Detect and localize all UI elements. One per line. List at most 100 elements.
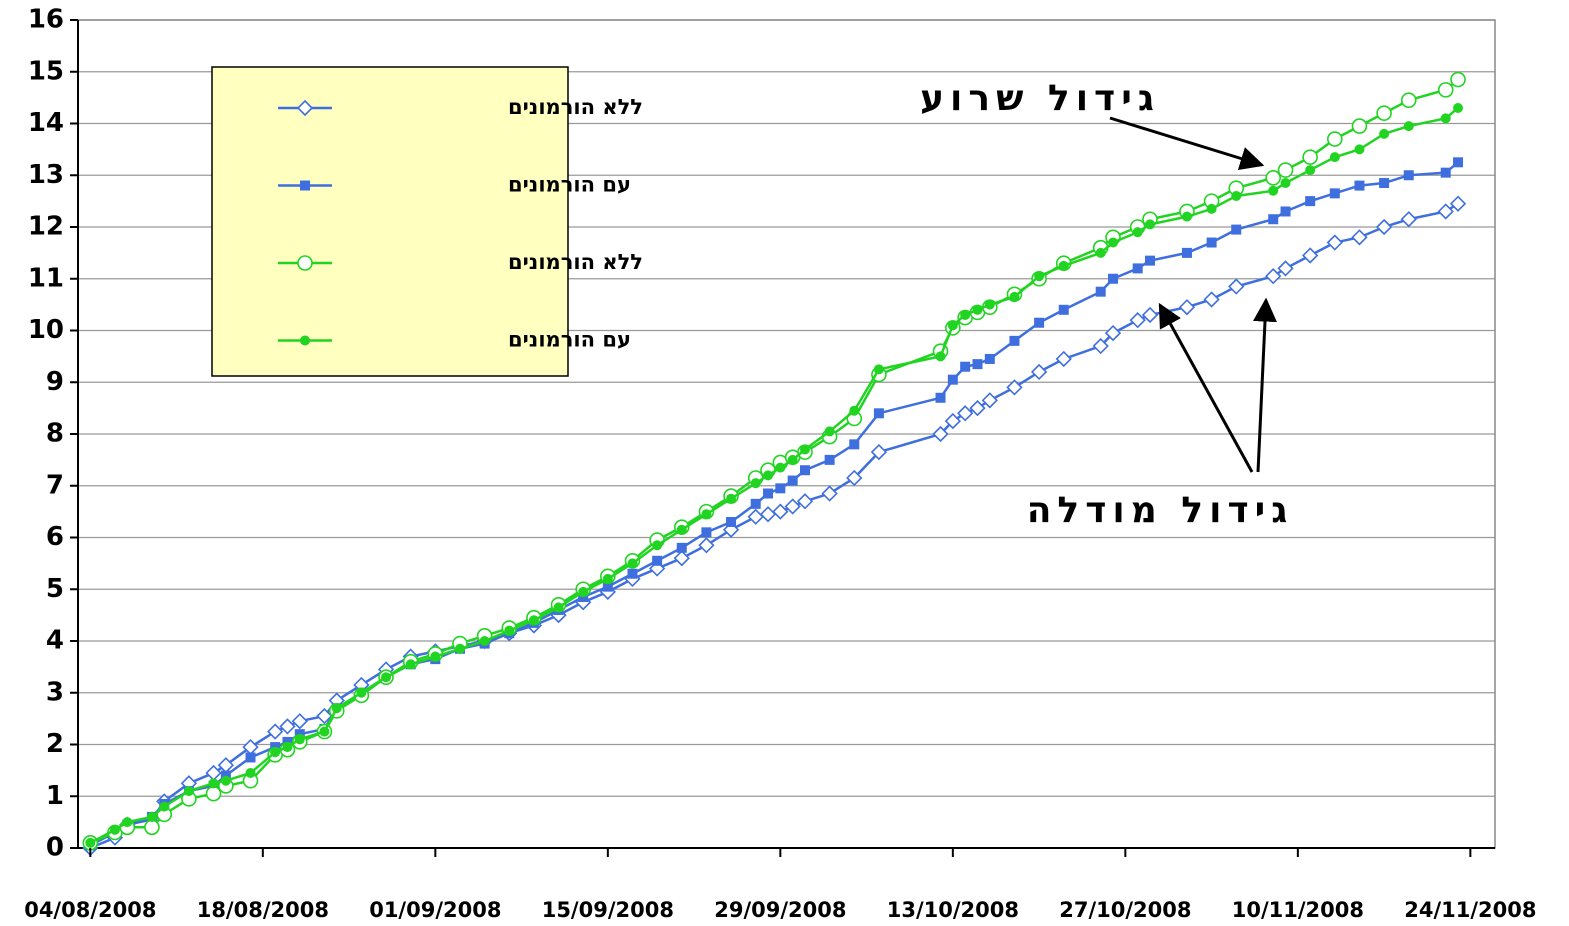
x-tick-label: 24/11/2008 <box>1404 898 1536 922</box>
marker <box>652 540 663 551</box>
marker <box>1129 312 1146 329</box>
marker <box>405 659 416 670</box>
marker <box>701 527 712 538</box>
marker <box>1030 363 1048 381</box>
marker <box>1265 170 1282 186</box>
marker <box>1058 260 1069 271</box>
y-tick-label: 15 <box>28 56 64 86</box>
marker <box>763 470 774 481</box>
arrow <box>1253 297 1277 473</box>
marker <box>1108 273 1119 284</box>
marker <box>1095 286 1106 297</box>
marker <box>144 819 160 836</box>
marker <box>205 785 222 802</box>
y-tick-label: 0 <box>46 833 64 863</box>
y-tick-label: 10 <box>28 315 64 345</box>
marker <box>282 742 293 753</box>
arrow <box>1109 116 1265 171</box>
marker <box>1277 162 1294 178</box>
marker <box>824 426 835 437</box>
y-tick-label: 12 <box>28 212 64 242</box>
marker <box>627 568 638 579</box>
marker <box>1206 237 1217 248</box>
marker <box>870 443 888 461</box>
marker <box>208 778 219 789</box>
marker <box>935 351 946 362</box>
marker <box>205 764 222 782</box>
y-tick-label: 5 <box>46 574 64 604</box>
marker <box>698 537 715 554</box>
marker <box>984 299 995 310</box>
marker <box>279 718 296 735</box>
marker <box>245 752 256 763</box>
marker <box>676 524 687 535</box>
marker <box>1141 306 1159 324</box>
marker <box>319 726 330 737</box>
marker <box>960 361 971 372</box>
marker <box>159 801 170 812</box>
marker <box>972 359 983 370</box>
marker <box>750 498 761 509</box>
marker <box>1280 178 1291 189</box>
marker <box>1228 278 1245 295</box>
marker <box>109 824 120 835</box>
marker <box>267 723 284 740</box>
marker <box>1132 227 1143 238</box>
marker <box>1104 324 1122 342</box>
marker <box>1354 180 1365 191</box>
marker <box>1006 379 1023 396</box>
marker <box>1437 82 1454 98</box>
marker <box>726 493 737 504</box>
annotation: גידול מודלה <box>1027 490 1294 531</box>
y-tick-label: 1 <box>46 781 64 811</box>
marker <box>578 586 589 597</box>
marker <box>1305 196 1316 207</box>
marker <box>294 734 305 745</box>
marker <box>291 713 308 730</box>
marker <box>1450 71 1466 88</box>
marker <box>787 454 798 465</box>
marker <box>1231 190 1242 201</box>
marker <box>300 180 310 191</box>
marker <box>772 503 789 520</box>
marker <box>747 508 764 525</box>
marker <box>1351 118 1368 134</box>
marker <box>316 707 333 725</box>
marker <box>1058 304 1069 315</box>
marker <box>932 425 949 443</box>
marker <box>627 558 638 569</box>
marker <box>775 483 786 494</box>
marker <box>787 475 798 486</box>
marker <box>1400 92 1417 109</box>
marker <box>824 454 835 465</box>
marker <box>1329 188 1340 199</box>
marker <box>1379 178 1390 189</box>
marker <box>849 439 860 450</box>
arrow <box>1158 302 1254 473</box>
marker <box>85 837 96 848</box>
marker <box>873 408 884 419</box>
x-tick-label: 18/08/2008 <box>197 898 329 922</box>
marker <box>1009 291 1020 302</box>
marker <box>1108 237 1119 248</box>
marker <box>1305 165 1316 176</box>
marker <box>430 651 441 662</box>
marker <box>1437 203 1454 220</box>
marker <box>454 643 465 654</box>
marker <box>146 811 157 822</box>
marker <box>1144 219 1155 230</box>
marker <box>1354 144 1365 155</box>
y-tick-label: 9 <box>46 367 64 397</box>
marker <box>1351 229 1368 246</box>
marker <box>947 320 958 331</box>
y-tick-label: 13 <box>28 160 64 190</box>
marker <box>1375 218 1393 236</box>
marker <box>799 444 810 455</box>
marker <box>1055 350 1072 368</box>
legend-label: עם הורמונים <box>508 173 631 197</box>
marker <box>873 364 884 375</box>
marker <box>1231 224 1242 235</box>
marker <box>935 392 946 403</box>
marker <box>1327 131 1343 147</box>
marker <box>1181 211 1192 222</box>
